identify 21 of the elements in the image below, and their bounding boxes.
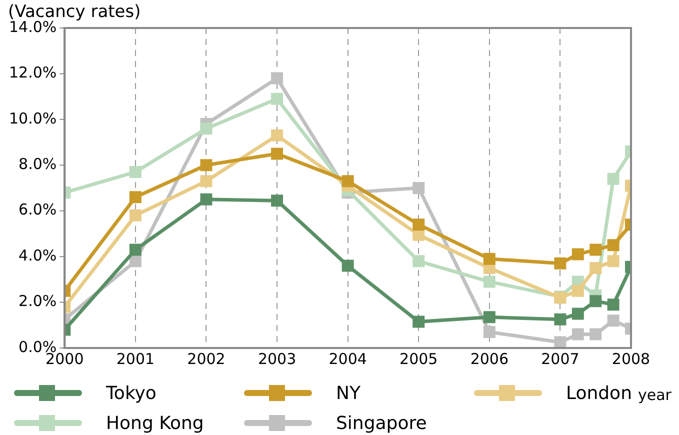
y-tick-label: 12.0%: [8, 64, 57, 82]
x-tick-label: 2006: [470, 350, 509, 368]
y-axis-title: (Vacancy rates): [8, 2, 141, 22]
legend-label: NY: [336, 382, 360, 404]
y-tick-label: 8.0%: [18, 155, 57, 174]
x-tick-label: 2005: [400, 350, 438, 368]
legend-label: London: [566, 382, 632, 404]
x-tick-label: 2008: [612, 350, 650, 368]
x-axis-title: year: [638, 386, 672, 404]
legend-label: Singapore: [336, 412, 427, 434]
x-tick-label: 2003: [258, 350, 296, 368]
legend-label: Hong Kong: [106, 412, 204, 434]
x-tick-label: 2002: [187, 350, 226, 368]
x-tick-label: 2007: [541, 350, 580, 368]
legend-label: Tokyo: [106, 382, 156, 404]
y-tick-label: 2.0%: [18, 292, 57, 310]
x-tick-label: 2004: [328, 350, 367, 368]
y-tick-label: 6.0%: [18, 200, 57, 219]
y-tick-label: 4.0%: [18, 246, 57, 264]
x-tick-label: 2001: [116, 350, 155, 368]
y-tick-label: 10.0%: [8, 109, 57, 128]
